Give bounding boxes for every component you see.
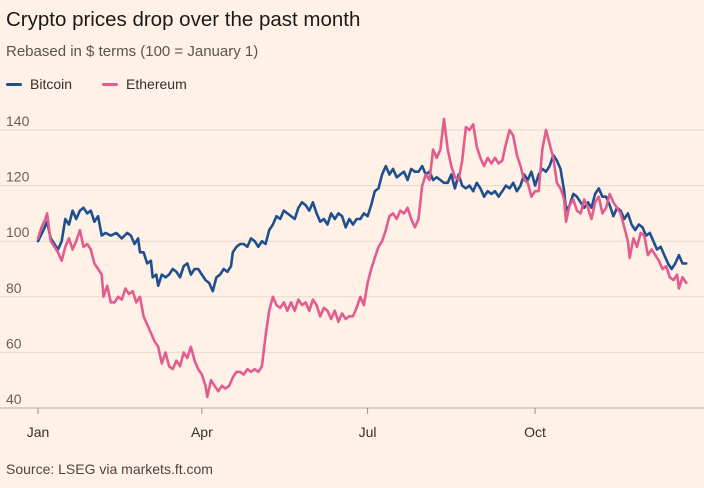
y-tick-label: 120 [6,169,30,185]
source-note: Source: LSEG via markets.ft.com [6,461,213,477]
legend: Bitcoin Ethereum [6,74,217,94]
series-line-bitcoin [36,153,688,293]
legend-item-bitcoin: Bitcoin [6,76,72,92]
x-tick-label: Jan [27,424,50,440]
chart-subtitle: Rebased in $ terms (100 = January 1) [6,43,259,60]
legend-swatch-bitcoin [6,82,22,86]
y-tick-label: 40 [6,391,22,407]
y-tick-label: 140 [6,113,30,129]
y-axis-ticks: 40 60 80 100 120 140 [6,113,30,407]
y-tick-label: 60 [6,335,22,351]
x-tick-label: Apr [191,424,213,440]
grid-layer [0,129,704,409]
x-axis-ticks: Jan Apr Jul Oct [27,408,546,440]
y-tick-label: 100 [6,224,30,240]
series-line-ethereum [36,117,688,399]
x-tick-label: Oct [524,424,546,440]
legend-item-ethereum: Ethereum [102,76,187,92]
legend-label-ethereum: Ethereum [126,76,187,92]
y-tick-label: 80 [6,280,22,296]
x-tick-label: Jul [359,424,377,440]
chart-title: Crypto prices drop over the past month [6,8,361,31]
series-layer [36,117,688,399]
legend-swatch-ethereum [102,82,119,86]
legend-label-bitcoin: Bitcoin [30,76,73,92]
